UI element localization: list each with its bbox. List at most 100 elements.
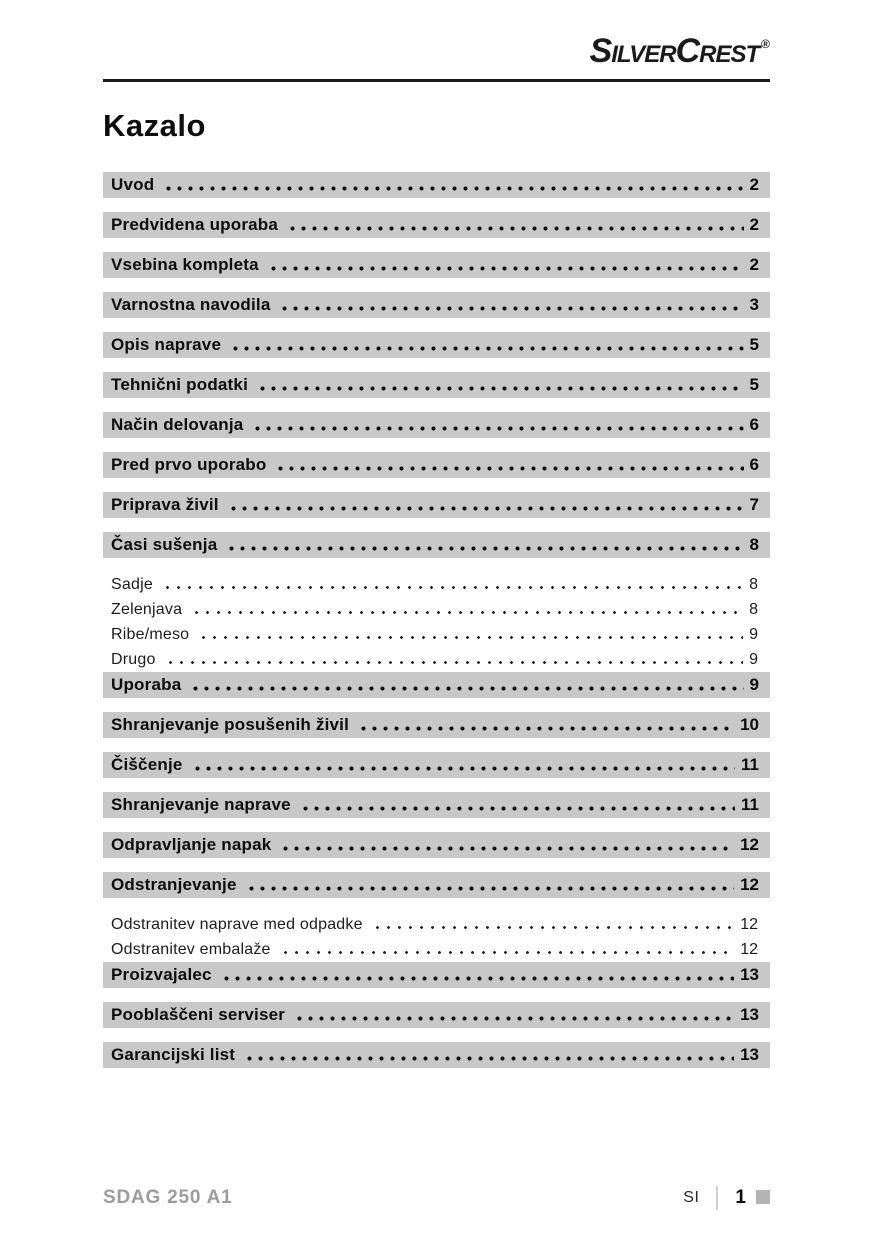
toc-entry-label: Drugo — [111, 650, 156, 668]
toc-entry-page: 12 — [740, 915, 758, 933]
toc-entry[interactable]: Shranjevanje naprave 11 — [103, 792, 770, 818]
dot-leader — [188, 672, 744, 698]
toc-entry[interactable]: Odstranjevanje 12 — [103, 872, 770, 898]
toc-entry-page: 8 — [749, 535, 759, 554]
dot-leader — [285, 212, 744, 238]
toc-entry-page: 13 — [740, 1045, 759, 1064]
toc-subentry[interactable]: Zelenjava 8 — [103, 597, 770, 622]
toc-subentry[interactable]: Ribe/meso 9 — [103, 622, 770, 647]
toc-subentry[interactable]: Drugo 9 — [103, 647, 770, 672]
toc-entry-page: 2 — [749, 215, 759, 234]
toc-entry-page: 12 — [740, 940, 758, 958]
dot-leader — [189, 752, 736, 778]
page-number: 1 — [735, 1187, 746, 1208]
logo-text-silver: Silver — [589, 32, 677, 70]
toc-entry[interactable]: Garancijski list 13 — [103, 1042, 770, 1068]
dot-leader — [273, 452, 744, 478]
dot-leader — [196, 622, 744, 647]
toc-entry[interactable]: Pooblaščeni serviser 13 — [103, 1002, 770, 1028]
toc-entry[interactable]: Uporaba 9 — [103, 672, 770, 698]
toc-entry[interactable]: Varnostna navodila 3 — [103, 292, 770, 318]
dot-leader — [277, 937, 735, 962]
toc-entry-page: 10 — [740, 715, 759, 734]
toc-entry-label: Shranjevanje posušenih živil — [111, 715, 350, 734]
toc-entry-page: 7 — [749, 495, 759, 514]
toc-subentry[interactable]: Odstranitev naprave med odpadke 12 — [103, 912, 770, 937]
toc-entry-page: 6 — [749, 415, 759, 434]
dot-leader — [218, 962, 735, 988]
toc-entry-label: Pooblaščeni serviser — [111, 1005, 286, 1024]
toc-entry[interactable]: Vsebina kompleta 2 — [103, 252, 770, 278]
dot-leader — [225, 492, 744, 518]
toc-entry-page: 9 — [749, 625, 758, 643]
toc-entry[interactable]: Odpravljanje napak 12 — [103, 832, 770, 858]
toc-subentry[interactable]: Odstranitev embalaže 12 — [103, 937, 770, 962]
toc-entry[interactable]: Uvod 2 — [103, 172, 770, 198]
toc-entry[interactable]: Proizvajalec 13 — [103, 962, 770, 988]
toc-entry[interactable]: Časi sušenja 8 — [103, 532, 770, 558]
toc-entry-label: Uvod — [111, 175, 155, 194]
toc-entry-label: Pred prvo uporabo — [111, 455, 267, 474]
toc-entry-label: Časi sušenja — [111, 535, 218, 554]
dot-leader — [224, 532, 744, 558]
toc-entry-label: Uporaba — [111, 675, 182, 694]
dot-leader — [369, 912, 735, 937]
dot-leader — [159, 572, 744, 597]
toc-entry-label: Odstranjevanje — [111, 875, 237, 894]
toc-entry[interactable]: Tehnični podatki 5 — [103, 372, 770, 398]
dot-leader — [161, 172, 744, 198]
toc-entry-page: 2 — [749, 175, 759, 194]
page-footer: SDAG 250 A1 SI 1 — [103, 1184, 770, 1212]
dot-leader — [277, 292, 744, 318]
toc-entry-page: 12 — [740, 875, 759, 894]
toc-entry[interactable]: Opis naprave 5 — [103, 332, 770, 358]
toc-entry-page: 5 — [749, 375, 759, 394]
dot-leader — [162, 647, 744, 672]
toc-entry[interactable]: Shranjevanje posušenih živil 10 — [103, 712, 770, 738]
toc-entry-page: 3 — [749, 295, 759, 314]
dot-leader — [278, 832, 735, 858]
dot-leader — [243, 872, 735, 898]
toc-entry-label: Sadje — [111, 575, 153, 593]
toc-entry-label: Tehnični podatki — [111, 375, 249, 394]
silvercrest-logo: SilverCrest ® — [590, 26, 770, 69]
toc-entry[interactable]: Čiščenje 11 — [103, 752, 770, 778]
logo-text-crest: Crest — [675, 32, 761, 70]
dot-leader — [189, 597, 744, 622]
dot-leader — [242, 1042, 735, 1068]
header-rule — [103, 79, 770, 82]
toc-entry-label: Vsebina kompleta — [111, 255, 259, 274]
page-title: Kazalo — [103, 108, 206, 143]
toc-entry-page: 8 — [749, 600, 758, 618]
toc-entry-page: 6 — [749, 455, 759, 474]
toc-subentry[interactable]: Sadje 8 — [103, 572, 770, 597]
dot-leader — [265, 252, 744, 278]
footer-divider — [716, 1186, 719, 1210]
toc-entry-page: 8 — [749, 575, 758, 593]
toc-entry-label: Proizvajalec — [111, 965, 212, 984]
toc-entry-label: Odstranitev embalaže — [111, 940, 271, 958]
table-of-contents: Uvod 2 Predvidena uporaba 2 Vsebina komp… — [103, 172, 770, 1068]
toc-entry-label: Garancijski list — [111, 1045, 236, 1064]
toc-entry-label: Opis naprave — [111, 335, 222, 354]
toc-entry[interactable]: Pred prvo uporabo 6 — [103, 452, 770, 478]
toc-entry[interactable]: Predvidena uporaba 2 — [103, 212, 770, 238]
page-header: SilverCrest ® — [103, 26, 770, 82]
toc-entry[interactable]: Priprava živil 7 — [103, 492, 770, 518]
toc-entry[interactable]: Način delovanja 6 — [103, 412, 770, 438]
toc-entry-page: 11 — [741, 795, 759, 814]
toc-entry-label: Način delovanja — [111, 415, 244, 434]
toc-entry-label: Odstranitev naprave med odpadke — [111, 915, 363, 933]
toc-entry-page: 13 — [740, 965, 759, 984]
toc-entry-label: Predvidena uporaba — [111, 215, 279, 234]
toc-entry-label: Čiščenje — [111, 755, 183, 774]
toc-entry-page: 2 — [749, 255, 759, 274]
toc-entry-page: 11 — [741, 755, 759, 774]
toc-entry-label: Varnostna navodila — [111, 295, 271, 314]
dot-leader — [297, 792, 736, 818]
toc-entry-label: Shranjevanje naprave — [111, 795, 291, 814]
language-code: SI — [683, 1189, 700, 1206]
toc-entry-page: 13 — [740, 1005, 759, 1024]
toc-entry-page: 9 — [749, 675, 759, 694]
